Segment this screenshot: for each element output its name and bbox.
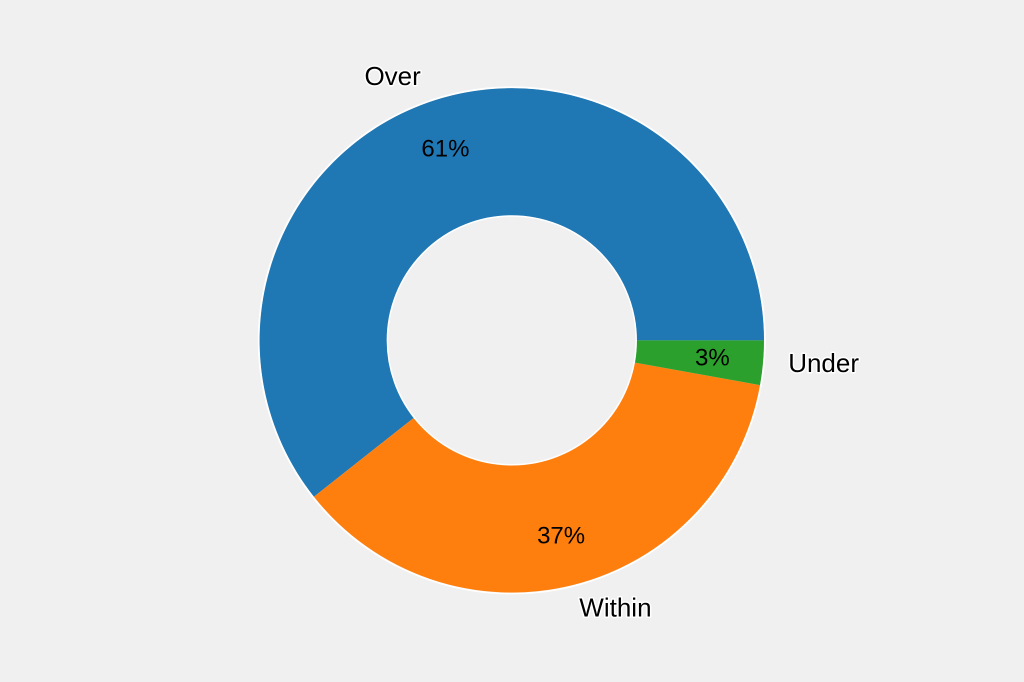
svg-text:61%: 61% <box>421 135 469 162</box>
svg-text:37%: 37% <box>537 522 585 549</box>
svg-text:3%: 3% <box>695 345 730 372</box>
svg-text:Under: Under <box>788 348 859 378</box>
svg-text:Over: Over <box>364 61 421 91</box>
svg-text:Within: Within <box>579 592 651 622</box>
